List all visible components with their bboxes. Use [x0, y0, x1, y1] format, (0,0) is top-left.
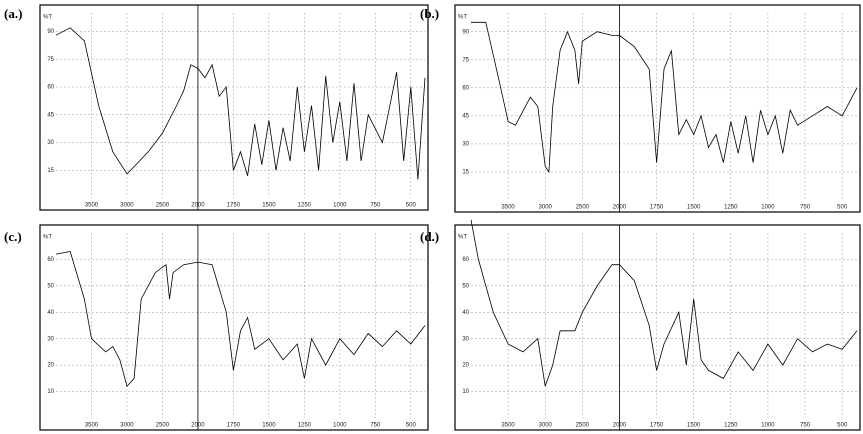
- x-tick-label: 2500: [576, 423, 590, 429]
- spectrum-line: [55, 251, 426, 388]
- panel-frame: [39, 4, 429, 211]
- y-tick-label: 50: [462, 283, 469, 289]
- y-tick-label: 30: [462, 141, 469, 147]
- y-tick-label: 40: [47, 310, 54, 316]
- x-tick-label: 1500: [262, 423, 276, 429]
- y-tick-label: 45: [47, 112, 54, 118]
- y-tick-label: 30: [462, 336, 469, 342]
- y-axis-label: %T: [43, 15, 52, 21]
- x-tick-label: 3500: [501, 205, 515, 211]
- panel-label: (b.): [420, 6, 439, 21]
- y-tick-label: 90: [462, 29, 469, 35]
- x-tick-label: 500: [837, 423, 848, 429]
- x-tick-label: 3000: [120, 423, 134, 429]
- x-tick-label: 500: [837, 205, 848, 211]
- spectrum-line: [470, 219, 858, 387]
- x-tick-label: 500: [406, 203, 417, 209]
- y-tick-label: 20: [462, 363, 469, 369]
- x-tick-label: 750: [800, 423, 811, 429]
- x-tick-label: 1000: [761, 423, 775, 429]
- x-tick-label: 2500: [156, 203, 170, 209]
- x-tick-label: 750: [370, 423, 381, 429]
- panel-frame: [39, 224, 429, 431]
- y-tick-label: 75: [462, 57, 469, 63]
- y-tick-label: 50: [47, 283, 54, 289]
- x-tick-label: 1750: [650, 205, 664, 211]
- y-tick-label: 60: [462, 257, 469, 263]
- x-tick-label: 1000: [761, 205, 775, 211]
- x-tick-label: 1250: [724, 205, 738, 211]
- y-tick-label: 60: [47, 257, 54, 263]
- spectrum-line: [55, 27, 426, 180]
- y-tick-label: 15: [462, 170, 469, 176]
- x-tick-label: 1750: [650, 423, 664, 429]
- y-axis-label: %T: [458, 15, 467, 21]
- x-tick-label: 750: [370, 203, 381, 209]
- y-tick-label: 20: [47, 363, 54, 369]
- x-tick-label: 3500: [501, 423, 515, 429]
- x-tick-label: 1250: [724, 423, 738, 429]
- y-tick-label: 90: [47, 29, 54, 35]
- x-tick-label: 1000: [333, 203, 347, 209]
- panel-label: (c.): [4, 229, 22, 244]
- x-tick-label: 750: [800, 205, 811, 211]
- x-tick-label: 1750: [227, 423, 241, 429]
- panel-frame: [454, 4, 861, 213]
- y-axis-label: %T: [43, 235, 52, 241]
- y-tick-label: 10: [47, 389, 54, 395]
- x-tick-label: 1250: [298, 423, 312, 429]
- spectrum-line: [471, 21, 858, 174]
- x-tick-label: 1750: [227, 203, 241, 209]
- y-tick-label: 30: [47, 140, 54, 146]
- x-tick-label: 1250: [298, 203, 312, 209]
- x-tick-label: 1500: [687, 423, 701, 429]
- y-tick-label: 15: [47, 168, 54, 174]
- y-tick-label: 60: [462, 85, 469, 91]
- y-tick-label: 75: [47, 57, 54, 63]
- x-tick-label: 3000: [539, 423, 553, 429]
- x-tick-label: 500: [406, 423, 417, 429]
- panel-label: (a.): [4, 6, 22, 21]
- x-tick-label: 1500: [687, 205, 701, 211]
- panel-label: (d.): [420, 229, 439, 244]
- panel-frame: [454, 224, 861, 431]
- y-axis-label: %T: [458, 235, 467, 241]
- x-tick-label: 3500: [85, 203, 99, 209]
- x-tick-label: 3000: [539, 205, 553, 211]
- y-tick-label: 40: [462, 310, 469, 316]
- x-tick-label: 3500: [85, 423, 99, 429]
- y-tick-label: 60: [47, 85, 54, 91]
- y-tick-label: 10: [462, 389, 469, 395]
- x-tick-label: 1500: [262, 203, 276, 209]
- y-tick-label: 45: [462, 113, 469, 119]
- y-tick-label: 30: [47, 336, 54, 342]
- x-tick-label: 3000: [120, 203, 134, 209]
- x-tick-label: 1000: [333, 423, 347, 429]
- x-tick-label: 2500: [576, 205, 590, 211]
- x-tick-label: 2500: [156, 423, 170, 429]
